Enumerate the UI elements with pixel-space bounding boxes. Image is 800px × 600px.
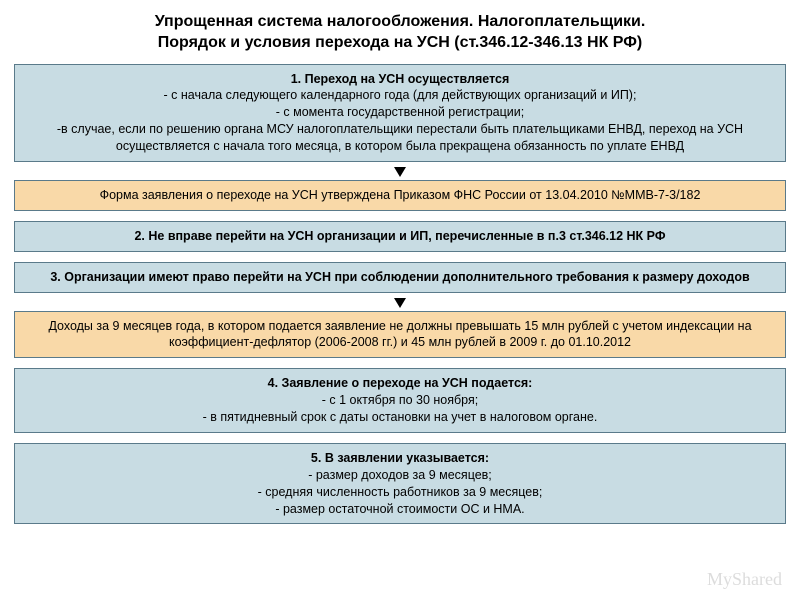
box-1-line-a: - с начала следующего календарного года … [164,88,637,102]
box-4-right: 3. Организации имеют право перейти на УС… [14,262,786,293]
box-6-line-a: - с 1 октября по 30 ноября; [322,393,478,407]
title-line-2: Порядок и условия перехода на УСН (ст.34… [158,34,642,51]
box-6-application: 4. Заявление о переходе на УСН подается:… [14,368,786,433]
box-7-line-b: - средняя численность работников за 9 ме… [258,485,543,499]
box-1-title: 1. Переход на УСН осуществляется [291,72,510,86]
box-2-text: Форма заявления о переходе на УСН утверж… [100,188,701,202]
box-6-line-b: - в пятидневный срок с даты остановки на… [203,410,598,424]
box-7-line-c: - размер остаточной стоимости ОС и НМА. [275,502,524,516]
box-7-line-a: - размер доходов за 9 месяцев; [308,468,492,482]
arrow-4-to-5 [14,297,786,311]
box-1-line-c: -в случае, если по решению органа МСУ на… [57,122,743,153]
arrow-1-to-2 [14,166,786,180]
page-title: Упрощенная система налогообложения. Нало… [14,12,786,54]
box-3-not-allowed: 2. Не вправе перейти на УСН организации … [14,221,786,252]
box-3-text: 2. Не вправе перейти на УСН организации … [134,229,665,243]
box-4-text: 3. Организации имеют право перейти на УС… [50,270,749,284]
watermark-text: MyShared [707,569,782,590]
box-7-title: 5. В заявлении указывается: [311,451,489,465]
box-7-statement: 5. В заявлении указывается: - размер дох… [14,443,786,525]
box-6-title: 4. Заявление о переходе на УСН подается: [268,376,533,390]
box-5-income: Доходы за 9 месяцев года, в котором пода… [14,311,786,359]
title-line-1: Упрощенная система налогообложения. Нало… [155,13,646,30]
box-2-form: Форма заявления о переходе на УСН утверж… [14,180,786,211]
box-1-transition: 1. Переход на УСН осуществляется - с нач… [14,64,786,162]
box-5-text: Доходы за 9 месяцев года, в котором пода… [48,319,751,350]
box-1-line-b: - с момента государственной регистрации; [276,105,524,119]
